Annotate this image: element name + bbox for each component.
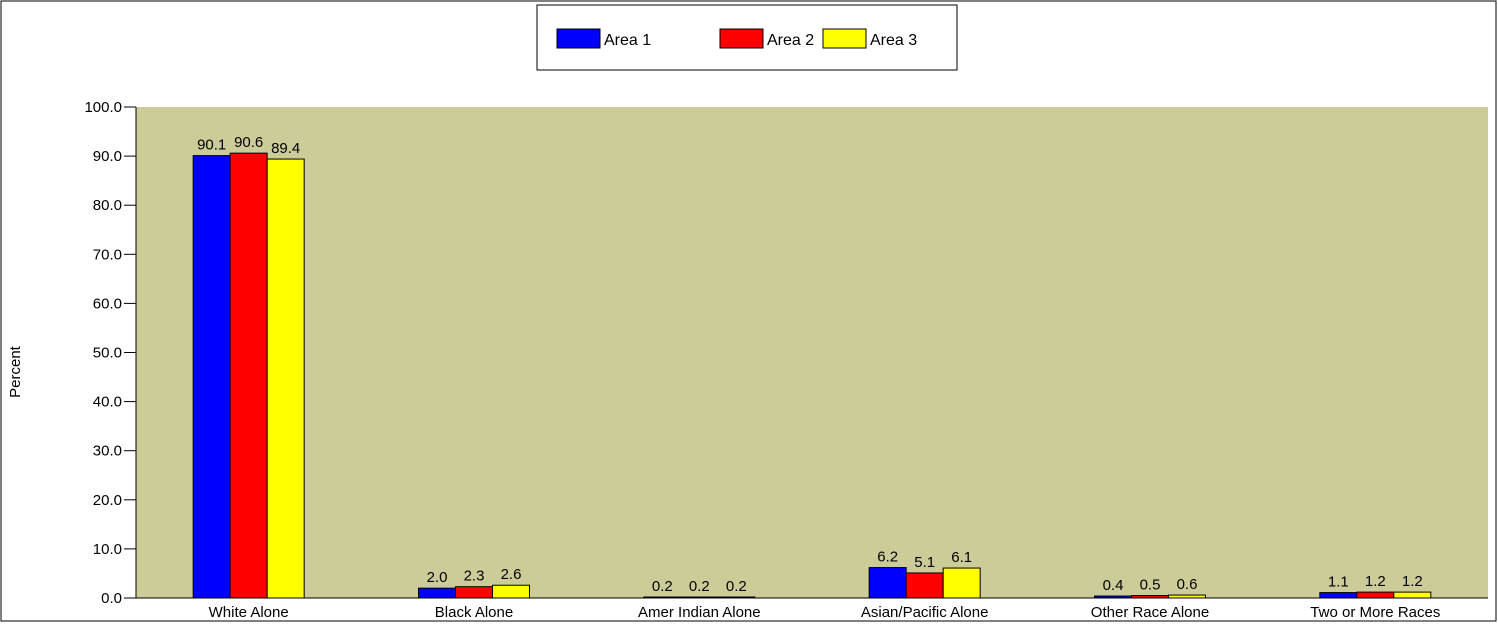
legend-swatch (556, 28, 601, 49)
bar-value-label: 0.2 (652, 578, 673, 595)
x-tick-label: Two or More Races (1310, 604, 1440, 621)
axes: 0.0 10.0 20.0 30.0 40.0 50.0 60.0 70.0 80.0 90.0 1… (84, 99, 1488, 607)
bar (418, 587, 456, 599)
x-tick-label: Black Alone (435, 604, 513, 621)
legend-label: Area 3 (870, 32, 917, 49)
bar (492, 584, 530, 599)
y-tick-label: 20.0 (93, 492, 122, 509)
bar-value-label: 2.3 (464, 568, 485, 585)
y-tick-label: 100.0 (84, 99, 122, 116)
y-tick-label: 0.0 (101, 590, 122, 607)
bar-value-label: 5.1 (914, 554, 935, 571)
x-tick-label: White Alone (209, 604, 289, 621)
y-tick-label: 70.0 (93, 246, 122, 263)
bar (192, 155, 231, 599)
bar (229, 152, 268, 599)
y-tick-label: 30.0 (93, 443, 122, 460)
y-tick-label: 50.0 (93, 345, 122, 362)
bar (1168, 594, 1206, 599)
x-tick-label: Asian/Pacific Alone (861, 604, 989, 621)
bar-value-label: 0.4 (1103, 577, 1124, 594)
x-tick-label: Other Race Alone (1091, 604, 1209, 621)
bar-value-label: 90.6 (234, 134, 263, 151)
bar-value-label: 6.2 (877, 549, 898, 566)
bars (192, 152, 1432, 599)
legend: Area 1 Area 2 Area 3 (536, 4, 958, 71)
bar (643, 596, 682, 599)
bar-value-label: 2.6 (501, 566, 522, 583)
bar-value-label: 1.2 (1365, 573, 1386, 590)
bar (455, 586, 493, 599)
bar (1319, 592, 1358, 599)
x-tick-label: Amer Indian Alone (638, 604, 761, 621)
bar-value-label: 0.2 (726, 578, 747, 595)
bar-value-label: 0.5 (1140, 577, 1161, 594)
bar (942, 567, 981, 599)
bar-value-label: 2.0 (427, 569, 448, 586)
bar (266, 158, 305, 599)
bar (1356, 591, 1395, 599)
legend-label: Area 2 (767, 32, 814, 49)
bar-value-label: 1.2 (1402, 573, 1423, 590)
bar (1393, 591, 1432, 599)
bar-value-label: 0.6 (1177, 576, 1198, 593)
bar (1131, 595, 1169, 599)
value-labels: 90.1 90.6 89.4 2.0 2.3 2.6 0.2 0.2 0.2 6.2 5.1 6.1 0… (197, 134, 1423, 595)
bar-value-label: 0.2 (689, 578, 710, 595)
y-tick-label: 80.0 (93, 197, 122, 214)
bar (905, 572, 944, 599)
y-tick-label: 60.0 (93, 295, 122, 312)
y-axis-label: Percent (7, 345, 24, 398)
bar-value-label: 89.4 (271, 140, 300, 157)
bar (680, 596, 719, 599)
bar-value-label: 90.1 (197, 137, 226, 154)
legend-swatch (822, 28, 867, 49)
plot-area (136, 107, 1488, 598)
bar (868, 567, 907, 599)
legend-label: Area 1 (604, 32, 651, 49)
bar-value-label: 6.1 (951, 549, 972, 566)
bar (1094, 595, 1132, 599)
category-labels: White Alone Black Alone Amer Indian Alone A… (209, 604, 1441, 621)
y-tick-label: 40.0 (93, 394, 122, 411)
y-tick-label: 90.0 (93, 148, 122, 165)
y-tick-label: 10.0 (93, 541, 122, 558)
bar (717, 596, 756, 599)
legend-swatch (719, 28, 764, 49)
bar-value-label: 1.1 (1328, 574, 1349, 591)
